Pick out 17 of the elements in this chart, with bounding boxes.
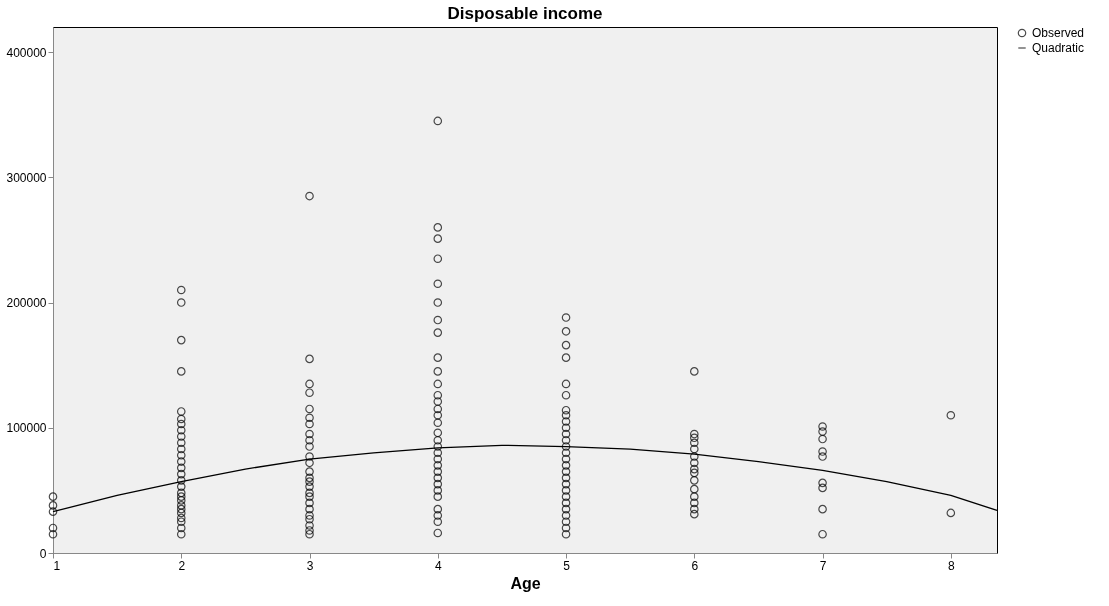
x-tick-label: 6 <box>691 558 699 573</box>
x-tick-label: 7 <box>819 558 827 573</box>
x-tick-label: 8 <box>947 558 955 573</box>
x-tick-label: 5 <box>563 558 571 573</box>
x-tick-label: 3 <box>306 558 314 573</box>
legend-label: Quadratic <box>1032 41 1085 55</box>
chart-title: Disposable income <box>447 4 603 23</box>
x-axis-title: Age <box>510 574 541 592</box>
y-tick-label: 100000 <box>6 421 47 436</box>
x-tick-label: 1 <box>53 558 61 573</box>
y-tick-label: 400000 <box>6 45 47 60</box>
y-tick-label: 200000 <box>6 296 47 311</box>
y-tick-label: 0 <box>39 546 47 561</box>
x-tick-label: 2 <box>178 558 186 573</box>
y-tick-label: 300000 <box>6 170 47 185</box>
legend-label: Observed <box>1032 26 1085 40</box>
x-tick-label: 4 <box>434 558 442 573</box>
